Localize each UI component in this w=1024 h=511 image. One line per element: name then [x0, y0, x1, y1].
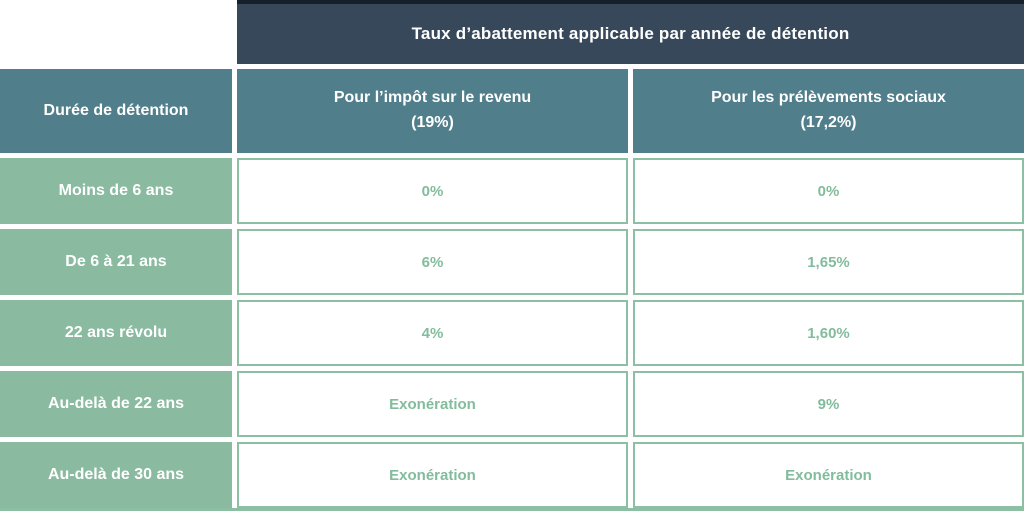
cell-value: Exonération — [389, 395, 476, 413]
column-header-income-tax-label: Pour l’impôt sur le revenu — [333, 89, 532, 107]
cell-value: 6% — [421, 253, 444, 271]
cell-value: 0% — [817, 182, 840, 200]
row-header-22-ans-revolu: 22 ans révolu — [0, 300, 232, 366]
row-header-label: Au-delà de 30 ans — [47, 466, 185, 483]
row-header-label: Au-delà de 22 ans — [47, 395, 185, 412]
row-header-de-6-a-21-ans: De 6 à 21 ans — [0, 229, 232, 295]
cell-income-tax-rate: 0% — [237, 158, 628, 224]
cell-value: Exonération — [785, 466, 872, 484]
cell-social-rate: 1,65% — [633, 229, 1024, 295]
column-header-social-levies-rate: (17,2%) — [800, 114, 857, 131]
cell-value: Exonération — [389, 466, 476, 484]
column-header-social-levies-label: Pour les prélèvements sociaux — [711, 89, 946, 107]
table-title-text: Taux d’abattement applicable par année d… — [411, 24, 850, 43]
cell-social-rate: 0% — [633, 158, 1024, 224]
cell-income-tax-rate: Exonération — [237, 371, 628, 437]
cell-social-rate: Exonération — [633, 442, 1024, 508]
corner-spacer — [0, 0, 232, 64]
cell-income-tax-rate: 6% — [237, 229, 628, 295]
column-header-income-tax: Pour l’impôt sur le revenu (19%) — [237, 69, 628, 153]
row-header-au-dela-de-22-ans: Au-delà de 22 ans — [0, 371, 232, 437]
cell-value: 1,60% — [807, 324, 850, 342]
row-header-moins-de-6-ans: Moins de 6 ans — [0, 158, 232, 224]
column-header-duration-label: Durée de détention — [43, 101, 189, 119]
row-header-label: Moins de 6 ans — [58, 182, 174, 199]
table-title: Taux d’abattement applicable par année d… — [237, 0, 1024, 64]
cell-income-tax-rate: 4% — [237, 300, 628, 366]
row-header-label: De 6 à 21 ans — [65, 253, 167, 270]
cell-value: 9% — [817, 395, 840, 413]
cell-social-rate: 1,60% — [633, 300, 1024, 366]
row-header-label: 22 ans révolu — [64, 324, 168, 341]
cell-value: 1,65% — [807, 253, 850, 271]
cell-value: 4% — [421, 324, 444, 342]
cell-social-rate: 9% — [633, 371, 1024, 437]
column-header-duration: Durée de détention — [0, 69, 232, 153]
cell-income-tax-rate: Exonération — [237, 442, 628, 508]
column-header-income-tax-rate: (19%) — [411, 114, 454, 131]
column-header-social-levies: Pour les prélèvements sociaux (17,2%) — [633, 69, 1024, 153]
row-header-au-dela-de-30-ans: Au-delà de 30 ans — [0, 442, 232, 508]
cell-value: 0% — [421, 182, 444, 200]
